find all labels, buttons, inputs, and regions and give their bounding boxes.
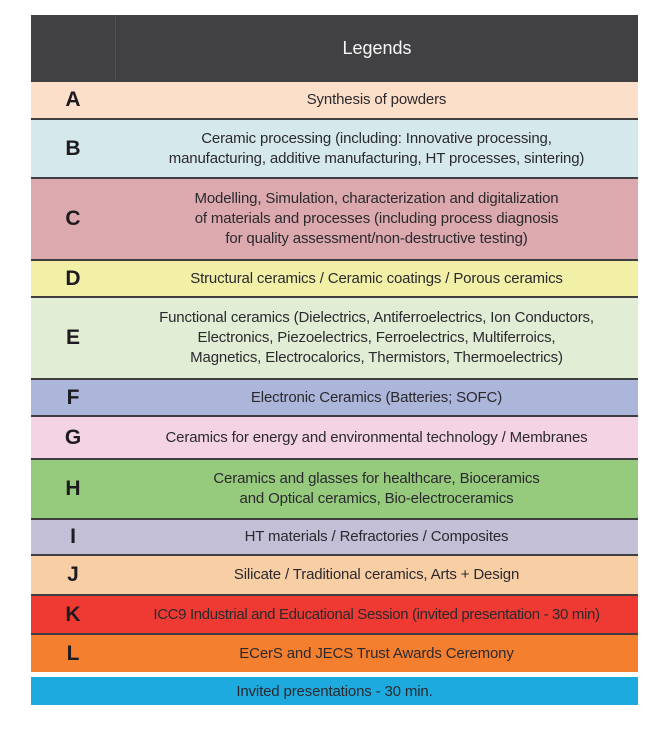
legend-key-letter: H (65, 477, 81, 500)
legend-description: Ceramic processing (including: Innovativ… (168, 129, 585, 167)
legend-title: Legends (342, 37, 412, 58)
legend-description: Modelling, Simulation, characterization … (194, 190, 559, 247)
legend-description: Ceramics for energy and environmental te… (165, 428, 588, 446)
legend-row-d: D Structural ceramics / Ceramic coatings… (31, 259, 638, 296)
legend-key-letter: K (65, 602, 81, 626)
legend-key-letter: G (64, 425, 82, 449)
legend-row-c: C Modelling, Simulation, characterizatio… (31, 177, 638, 259)
legend-description: Electronic Ceramics (Batteries; SOFC) (250, 388, 503, 406)
legend-key-letter: D (65, 266, 81, 290)
legend-key-letter: A (65, 88, 81, 111)
legend-row-f: F Electronic Ceramics (Batteries; SOFC) (31, 378, 638, 415)
legend-row-b: B Ceramic processing (including: Innovat… (31, 118, 638, 177)
legend-description: Ceramics and glasses for healthcare, Bio… (213, 470, 540, 507)
legend-row-g: G Ceramics for energy and environmental … (31, 415, 638, 458)
legend-row-k: K ICC9 Industrial and Educational Sessio… (31, 594, 638, 633)
legend-row-a: A Synthesis of powders (31, 80, 638, 118)
legend-description: HT materials / Refractories / Composites (244, 528, 509, 545)
legend-panel: Legends A Synthesis of powders B Ceramic… (31, 15, 638, 705)
legend-row-l: L ECerS and JECS Trust Awards Ceremony (31, 633, 638, 672)
legend-description: Functional ceramics (Dielectrics, Antife… (159, 309, 594, 366)
legend-description: Silicate / Traditional ceramics, Arts + … (233, 566, 520, 583)
legend-header: Legends (31, 15, 638, 80)
legend-row-i: I HT materials / Refractories / Composit… (31, 518, 638, 554)
legend-key-letter: J (67, 563, 79, 586)
legend-row-j: J Silicate / Traditional ceramics, Arts … (31, 554, 638, 594)
legend-description: Structural ceramics / Ceramic coatings /… (190, 269, 563, 287)
invited-presentations-label: Invited presentations - 30 min. (236, 682, 433, 700)
legend-row-h: H Ceramics and glasses for healthcare, B… (31, 458, 638, 518)
legend-key-letter: E (65, 326, 80, 349)
legend-key-letter: F (66, 385, 80, 409)
legend-key-letter: I (70, 525, 76, 548)
legend-header-letter-spacer (31, 15, 116, 80)
legend-description: ICC9 Industrial and Educational Session … (153, 605, 600, 623)
legend-key-letter: C (65, 207, 81, 230)
legend-description: Synthesis of powders (306, 91, 447, 108)
legend-row-e: E Functional ceramics (Dielectrics, Anti… (31, 296, 638, 378)
legend-key-letter: L (66, 641, 80, 665)
legend-key-letter: B (65, 136, 81, 160)
invited-presentations-bar: Invited presentations - 30 min. (31, 677, 638, 705)
legend-description: ECerS and JECS Trust Awards Ceremony (239, 644, 514, 662)
